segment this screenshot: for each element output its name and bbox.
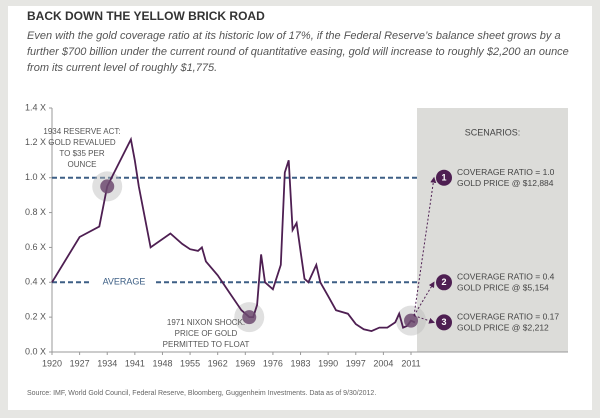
y-tick-label: 0.8 X <box>25 207 46 217</box>
scenario-label: COVERAGE RATIO = 0.4 <box>457 272 555 282</box>
x-tick-label: 1983 <box>291 358 311 368</box>
scenario-label: COVERAGE RATIO = 0.17 <box>457 312 559 322</box>
annotation-text: 1971 NIXON SHOCK: <box>167 318 245 327</box>
scenario-arrow <box>413 281 435 316</box>
scenario-arrow <box>413 176 437 316</box>
annotation-text: GOLD REVALUED <box>48 138 116 147</box>
scenario-price: GOLD PRICE @ $5,154 <box>457 283 549 293</box>
highlight-dot <box>100 179 115 194</box>
y-tick-label: 0.6 X <box>25 242 46 252</box>
chart-title: BACK DOWN THE YELLOW BRICK ROAD <box>27 9 265 23</box>
x-tick-label: 2011 <box>401 358 420 368</box>
scenario-arrow <box>413 315 435 324</box>
x-tick-label: 1920 <box>42 358 62 368</box>
reference-label: AVERAGE <box>103 277 146 287</box>
scenario-price: GOLD PRICE @ $12,884 <box>457 178 554 188</box>
annotation-text: TO $35 PER <box>59 149 104 158</box>
annotation-text: PERMITTED TO FLOAT <box>163 340 250 349</box>
x-tick-label: 1934 <box>97 358 117 368</box>
scenario-price: GOLD PRICE @ $2,212 <box>457 323 549 333</box>
x-tick-label: 2004 <box>373 358 393 368</box>
y-tick-label: 0.2 X <box>25 312 46 322</box>
source: Source: IMF, World Gold Council, Federal… <box>27 390 376 397</box>
x-tick-label: 1997 <box>346 358 366 368</box>
scenarios-panel <box>417 108 568 352</box>
annotation-text: PRICE OF GOLD <box>175 329 238 338</box>
subtitle: Even with the gold coverage ratio at its… <box>27 30 569 74</box>
scenario-number: 1 <box>441 173 446 183</box>
scenario-number: 3 <box>441 317 446 327</box>
annotation-text: OUNCE <box>68 160 97 169</box>
x-tick-label: 1969 <box>235 358 255 368</box>
x-tick-label: 1962 <box>208 358 228 368</box>
scenario-marker <box>436 314 452 331</box>
scenario-marker <box>436 274 452 291</box>
scenarios-title: SCENARIOS: <box>465 127 521 137</box>
y-tick-label: 0.0 X <box>25 346 46 356</box>
x-tick-label: 1990 <box>318 358 338 368</box>
scenario-number: 2 <box>441 277 446 287</box>
x-tick-label: 1948 <box>152 358 172 368</box>
x-tick-label: 1927 <box>70 358 90 368</box>
y-tick-label: 1.2 X <box>25 137 46 147</box>
data-line <box>51 136 416 333</box>
annotation-text: 1934 RESERVE ACT: <box>43 127 120 136</box>
scenario-marker <box>436 169 452 186</box>
y-tick-label: 1.4 X <box>25 102 46 112</box>
y-tick-label: 1.0 X <box>25 172 46 182</box>
y-tick-label: 0.4 X <box>25 277 46 287</box>
highlight-dot <box>404 313 418 328</box>
highlight-dot <box>242 310 257 325</box>
x-tick-label: 1941 <box>125 358 145 368</box>
x-tick-label: 1976 <box>263 358 283 368</box>
scenario-label: COVERAGE RATIO = 1.0 <box>457 167 555 177</box>
x-tick-label: 1955 <box>180 358 200 368</box>
